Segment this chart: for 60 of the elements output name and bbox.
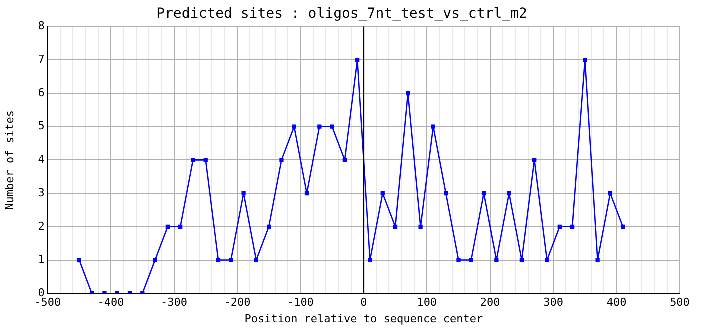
x-tick-label: 300 xyxy=(544,296,564,310)
point xyxy=(393,224,398,229)
y-tick-label: 5 xyxy=(38,120,45,133)
point xyxy=(532,158,537,162)
point xyxy=(469,258,474,262)
x-tick-label: -400 xyxy=(98,296,124,310)
point xyxy=(204,158,208,162)
y-tick-label: 7 xyxy=(38,53,45,66)
point xyxy=(216,258,221,262)
point xyxy=(292,124,296,129)
point xyxy=(254,258,259,262)
point xyxy=(368,258,372,262)
point xyxy=(304,191,310,196)
y-tick-label: 6 xyxy=(38,86,45,100)
x-axis-title: Position relative to sequence center xyxy=(244,312,484,326)
point xyxy=(520,258,524,262)
point xyxy=(153,258,158,262)
point xyxy=(380,191,385,196)
y-tick-label: 4 xyxy=(38,153,46,166)
point xyxy=(596,258,600,262)
point xyxy=(242,191,246,196)
point xyxy=(570,224,575,229)
point xyxy=(267,224,272,229)
x-tick-label: 100 xyxy=(417,296,438,310)
point xyxy=(406,91,410,96)
x-tick-label: -300 xyxy=(161,296,188,310)
point xyxy=(191,158,196,162)
point xyxy=(558,224,562,229)
point xyxy=(356,58,360,62)
point xyxy=(342,158,348,162)
point xyxy=(318,124,322,129)
point xyxy=(621,224,626,229)
x-tick-label: 500 xyxy=(670,296,690,310)
x-tick-label: -200 xyxy=(224,296,251,310)
point xyxy=(77,258,82,262)
x-tick-label: 200 xyxy=(480,296,500,310)
y-tick-label: 3 xyxy=(38,186,45,200)
point xyxy=(583,58,588,62)
y-axis-title: Number of sites xyxy=(3,110,16,210)
point xyxy=(229,258,234,262)
x-tick-label: 400 xyxy=(606,296,627,310)
y-tick-label: 8 xyxy=(38,20,45,33)
point xyxy=(178,224,183,229)
y-tick-label: 1 xyxy=(38,253,45,266)
point xyxy=(456,258,461,262)
point xyxy=(330,124,334,129)
y-tick-label: 2 xyxy=(38,220,45,233)
point xyxy=(507,191,512,196)
chart-title: Predicted sites : oligos_7nt_test_vs_ctrl_m2 xyxy=(156,6,528,22)
point xyxy=(431,124,436,129)
x-tick-label: -100 xyxy=(287,296,314,310)
point xyxy=(482,191,486,196)
point xyxy=(444,191,448,196)
point xyxy=(545,258,550,262)
x-tick-label: 0 xyxy=(360,296,368,310)
point xyxy=(608,191,613,196)
point xyxy=(166,224,170,229)
point xyxy=(494,258,499,262)
point xyxy=(418,224,423,229)
point xyxy=(280,158,284,162)
